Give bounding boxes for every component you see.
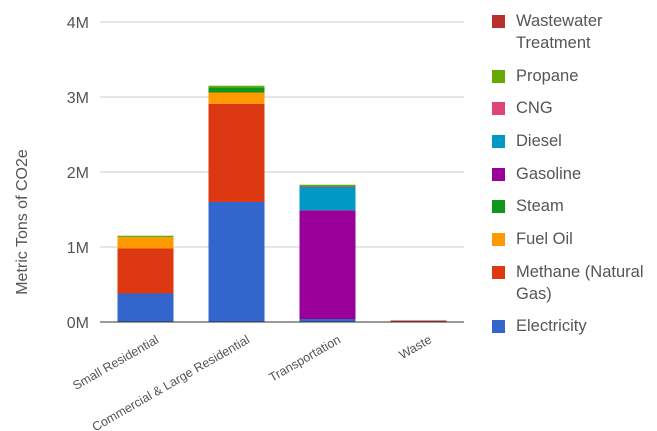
bar-segment [390,320,447,322]
legend-swatch [492,233,505,246]
y-axis-label: Metric Tons of CO2e [14,149,31,295]
legend-swatch [492,320,505,334]
legend-label: Methane (Natural [516,262,644,281]
legend-swatch [492,102,505,116]
y-tick-label: 2M [67,165,89,182]
bar-segment [117,235,174,238]
bars [117,85,447,322]
legend-label: Wastewater [516,12,603,30]
legend-label: Gasoline [516,164,582,183]
bar-segment [117,248,174,294]
legend-label: Electricity [516,317,587,336]
legend-swatch [492,167,505,181]
legend-swatch [492,69,505,83]
y-tick-label: 1M [67,240,89,257]
x-tick-label: Small Residential [70,332,161,392]
bar-segment [299,210,356,319]
legend-label: Fuel Oil [516,230,573,248]
bar-segment [117,293,174,322]
legend-label: CNG [516,99,553,118]
legend-swatch [492,265,505,279]
bar-segment [208,202,265,322]
legend-label: Treatment [516,34,591,52]
legend-label: Steam [516,197,564,216]
y-axis-ticks: 0M 1M 2M 3M 4M [67,15,89,332]
legend-label: Diesel [516,131,562,150]
legend-label: Gas) [516,284,552,303]
legend-swatch [492,134,505,148]
bar-segment [208,85,265,88]
y-tick-label: 0M [67,315,89,332]
x-tick-label: Waste [397,332,434,362]
y-tick-label: 4M [67,15,89,32]
bar-segment [117,237,174,249]
x-tick-label: Commercial & Large Residential [90,332,252,431]
legend-swatch [492,15,505,28]
x-tick-label: Transportation [267,332,343,384]
bar-segment [299,319,356,322]
bar-segment [208,87,265,93]
bar-segment [208,92,265,104]
legend-label: Propane [516,66,579,85]
bar-segment [299,184,356,187]
bar-segment [299,187,356,211]
y-tick-label: 3M [67,90,89,107]
gridlines [100,21,464,248]
bar-segment [208,103,265,202]
legend-swatch [492,200,505,214]
